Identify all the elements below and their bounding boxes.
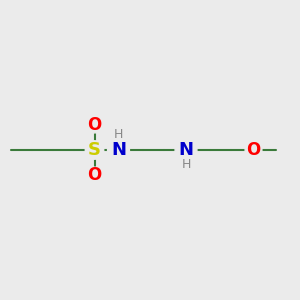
- Circle shape: [175, 139, 197, 161]
- Circle shape: [86, 116, 103, 133]
- Text: H: H: [114, 128, 123, 142]
- Circle shape: [108, 139, 129, 161]
- Circle shape: [85, 141, 104, 159]
- Text: H: H: [181, 158, 191, 172]
- Text: S: S: [88, 141, 101, 159]
- Circle shape: [86, 167, 103, 184]
- Text: O: O: [87, 167, 102, 184]
- Text: O: O: [246, 141, 261, 159]
- Text: O: O: [87, 116, 102, 134]
- Text: N: N: [111, 141, 126, 159]
- Circle shape: [245, 142, 262, 158]
- Text: N: N: [178, 141, 194, 159]
